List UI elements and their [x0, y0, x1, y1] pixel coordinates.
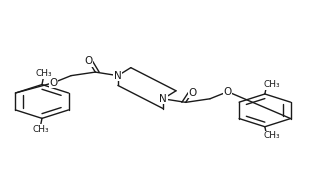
Text: N: N: [159, 94, 167, 104]
Text: O: O: [188, 88, 196, 98]
Text: N: N: [114, 71, 122, 81]
Text: CH₃: CH₃: [32, 125, 49, 134]
Text: CH₃: CH₃: [264, 80, 281, 89]
Text: CH₃: CH₃: [264, 132, 281, 140]
Text: O: O: [49, 78, 57, 88]
Text: CH₃: CH₃: [35, 69, 52, 78]
Text: O: O: [224, 87, 232, 97]
Text: O: O: [85, 56, 93, 66]
